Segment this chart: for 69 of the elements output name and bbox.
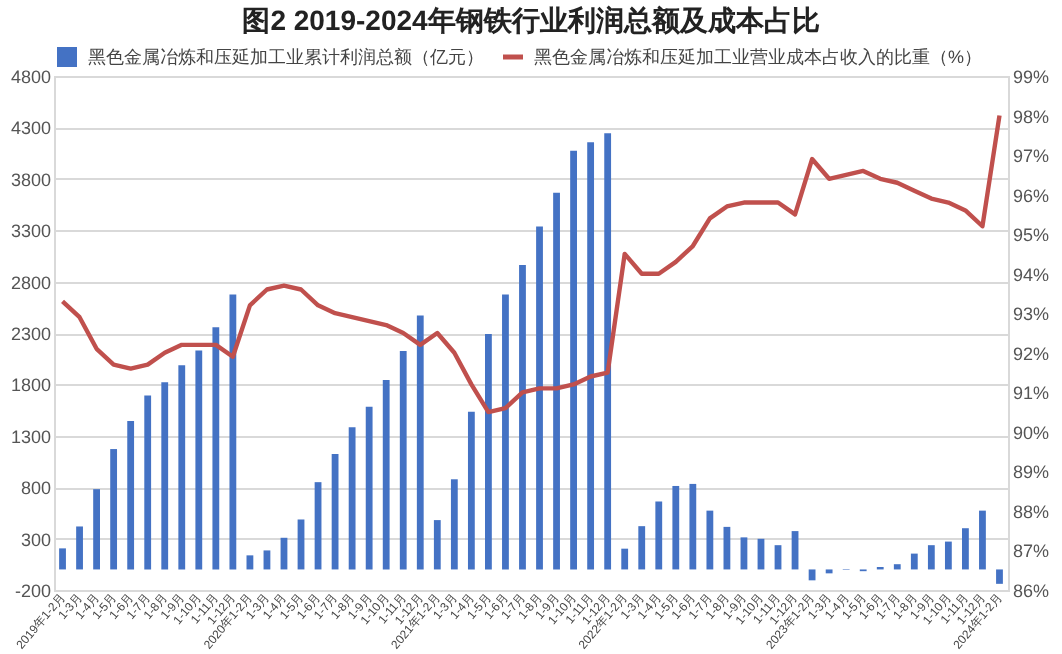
- bar: [519, 265, 526, 570]
- y2-tick-label: 98%: [1013, 106, 1050, 127]
- bar: [144, 395, 152, 570]
- y-tick-label: -200: [14, 581, 51, 601]
- bar: [110, 449, 118, 570]
- bar: [127, 420, 135, 570]
- chart-title: 图2 2019-2024年钢铁行业利润总额及成本占比: [242, 4, 820, 36]
- y2-tick-label: 87%: [1013, 541, 1050, 562]
- bar: [689, 483, 697, 570]
- legend-label: 黑色金属冶炼和压延加工业累计利润总额（亿元）: [88, 47, 484, 67]
- y-tick-label: 2800: [10, 272, 51, 293]
- y-tick-label: 3800: [10, 169, 51, 190]
- bar: [382, 379, 390, 570]
- bar: [76, 526, 83, 570]
- bar: [587, 142, 595, 570]
- bar: [93, 489, 100, 570]
- y-tick-label: 1300: [10, 426, 51, 447]
- y2-tick-label: 93%: [1013, 304, 1050, 325]
- bar: [638, 526, 646, 570]
- bar: [212, 327, 220, 570]
- bar: [621, 548, 629, 570]
- y2-tick-label: 96%: [1013, 185, 1050, 206]
- bar: [944, 541, 952, 570]
- bar: [365, 406, 373, 570]
- y2-tick-label: 92%: [1013, 343, 1050, 364]
- y2-tick-label: 89%: [1013, 462, 1050, 483]
- bar: [348, 427, 356, 570]
- bar: [502, 294, 509, 570]
- y2-tick-label: 86%: [1013, 581, 1050, 601]
- bar: [416, 315, 424, 570]
- bar: [979, 510, 986, 570]
- legend-label: 黑色金属冶炼和压延加工业营业成本占收入的比重（%）: [534, 47, 983, 67]
- bar: [706, 510, 714, 570]
- y2-tick-label: 97%: [1013, 146, 1050, 167]
- bar: [195, 350, 203, 570]
- bar: [553, 192, 560, 570]
- bar: [910, 553, 918, 570]
- bar: [570, 150, 577, 570]
- y-tick-label: 2300: [10, 324, 51, 344]
- bar: [893, 564, 901, 570]
- y-tick-label: 300: [20, 529, 51, 550]
- bar: [433, 520, 441, 570]
- bar: [927, 545, 935, 570]
- y2-tick-label: 90%: [1013, 422, 1050, 443]
- y-tick-label: 4300: [10, 118, 51, 139]
- bar: [536, 226, 543, 570]
- y-tick-label: 3300: [10, 221, 51, 242]
- bar: [59, 548, 66, 570]
- bar: [229, 294, 237, 570]
- y2-tick-label: 99%: [1013, 67, 1050, 87]
- bar: [962, 528, 969, 570]
- bar: [604, 133, 612, 570]
- y-tick-label: 800: [20, 478, 51, 499]
- bar: [655, 501, 663, 570]
- line-series: [60, 113, 1002, 415]
- y2-tick-label: 95%: [1013, 225, 1050, 246]
- y2-tick-label: 91%: [1013, 383, 1050, 404]
- y-tick-label: 1800: [10, 375, 51, 396]
- y-tick-label: 4800: [10, 67, 51, 87]
- bar: [485, 334, 492, 570]
- bar: [399, 351, 407, 570]
- bar: [996, 569, 1003, 584]
- bar: [161, 382, 169, 570]
- y2-tick-label: 94%: [1013, 264, 1050, 285]
- bar: [467, 411, 475, 570]
- bar: [672, 485, 680, 570]
- bar: [178, 365, 186, 570]
- y2-tick-label: 88%: [1013, 501, 1050, 522]
- bar: [450, 479, 458, 570]
